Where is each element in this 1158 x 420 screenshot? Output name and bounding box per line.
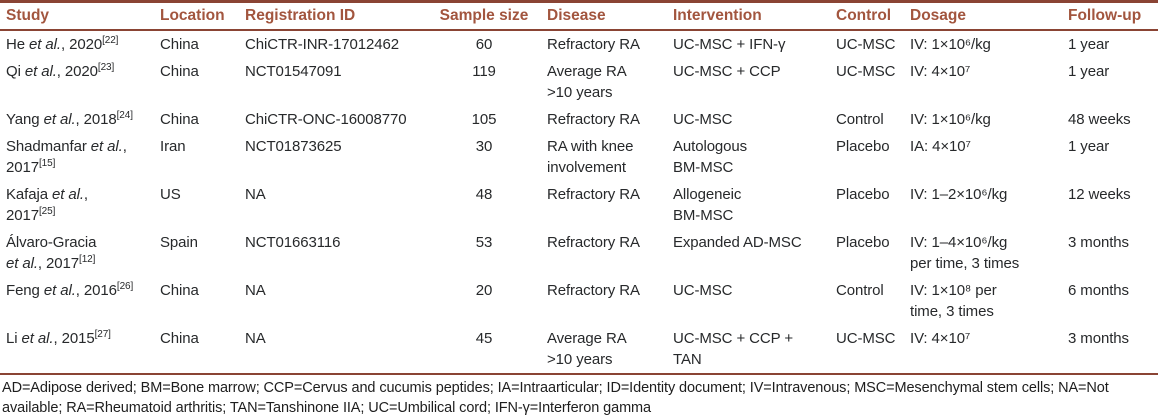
sample-size-cell: 48	[475, 186, 493, 203]
follow-up-cell: 6 months	[1068, 282, 1129, 299]
dosage-cell: IV: 4×10⁷	[910, 63, 971, 80]
intervention-cell: UC-MSC + CCP	[673, 63, 781, 80]
dosage-cell: IV: 1–4×10⁶/kg per time, 3 times	[910, 234, 1020, 272]
table-row: He et al., 2020[22] China ChiCTR-INR-170…	[0, 30, 1158, 58]
table-row: Kafaja et al., 2017[25] US NA 48 Refracto…	[0, 181, 1158, 229]
location-cell: China	[160, 282, 199, 299]
disease-cell: Refractory RA	[547, 111, 640, 128]
disease-cell: Refractory RA	[547, 234, 640, 251]
study-cell: Feng et al., 2016[26]	[6, 281, 134, 300]
disease-cell: Average RA >10 years	[547, 63, 627, 101]
control-cell: UC-MSC	[836, 330, 896, 347]
location-cell: China	[160, 36, 199, 53]
registration-id-cell: ChiCTR-INR-17012462	[245, 36, 399, 53]
intervention-cell: UC-MSC + IFN-γ	[673, 36, 786, 53]
study-cell: Kafaja et al., 2017[25]	[6, 186, 88, 224]
table-row: Shadmanfar et al., 2017[15] Iran NCT01873…	[0, 133, 1158, 181]
follow-up-cell: 1 year	[1068, 63, 1110, 80]
dosage-cell: IV: 4×10⁷	[910, 330, 971, 347]
intervention-cell: Allogeneic BM-MSC	[673, 186, 742, 224]
clinical-trials-table: Study Location Registration ID Sample si…	[0, 0, 1158, 375]
disease-cell: Refractory RA	[547, 282, 640, 299]
registration-id-cell: NCT01547091	[245, 63, 342, 80]
col-header-disease: Disease	[547, 1, 673, 31]
study-cell: Qi et al., 2020[23]	[6, 62, 115, 81]
control-cell: Placebo	[836, 234, 890, 251]
control-cell: UC-MSC	[836, 63, 896, 80]
table-row: Qi et al., 2020[23] China NCT01547091 11…	[0, 58, 1158, 106]
col-header-follow-up: Follow-up	[1068, 1, 1158, 31]
table-row: Feng et al., 2016[26] China NA 20 Refrac…	[0, 277, 1158, 325]
registration-id-cell: NA	[245, 186, 266, 203]
location-cell: China	[160, 330, 199, 347]
follow-up-cell: 48 weeks	[1068, 111, 1131, 128]
sample-size-cell: 60	[475, 36, 493, 53]
disease-cell: Refractory RA	[547, 36, 640, 53]
table-row: Li et al., 2015[27] China NA 45 Average …	[0, 325, 1158, 374]
follow-up-cell: 1 year	[1068, 36, 1110, 53]
control-cell: Control	[836, 111, 884, 128]
study-cell: Yang et al., 2018[24]	[6, 110, 133, 129]
intervention-cell: UC-MSC + CCP + TAN	[673, 330, 794, 368]
control-cell: UC-MSC	[836, 36, 896, 53]
follow-up-cell: 3 months	[1068, 330, 1129, 347]
registration-id-cell: NA	[245, 282, 266, 299]
col-header-control: Control	[836, 1, 910, 31]
sample-size-cell: 119	[472, 63, 496, 80]
dosage-cell: IV: 1–2×10⁶/kg	[910, 186, 1008, 203]
intervention-cell: Expanded AD-MSC	[673, 234, 802, 251]
sample-size-cell: 53	[475, 234, 493, 251]
control-cell: Control	[836, 282, 884, 299]
registration-id-cell: ChiCTR-ONC-16008770	[245, 111, 407, 128]
study-cell: Álvaro-Gracia et al., 2017[12]	[6, 234, 97, 272]
header-row: Study Location Registration ID Sample si…	[0, 1, 1158, 31]
disease-cell: Average RA >10 years	[547, 330, 627, 368]
location-cell: China	[160, 111, 199, 128]
col-header-registration-id: Registration ID	[245, 1, 435, 31]
registration-id-cell: NA	[245, 330, 266, 347]
study-cell: Li et al., 2015[27]	[6, 329, 111, 348]
intervention-cell: UC-MSC	[673, 111, 733, 128]
study-cell: Shadmanfar et al., 2017[15]	[6, 138, 127, 176]
dosage-cell: IV: 1×10⁶/kg	[910, 111, 991, 128]
disease-cell: RA with knee involvement	[547, 138, 634, 176]
dosage-cell: IA: 4×10⁷	[910, 138, 971, 155]
location-cell: US	[160, 186, 181, 203]
intervention-cell: Autologous BM-MSC	[673, 138, 748, 176]
table-row: Yang et al., 2018[24] China ChiCTR-ONC-1…	[0, 106, 1158, 133]
table-row: Álvaro-Gracia et al., 2017[12] Spain NCT0…	[0, 229, 1158, 277]
disease-cell: Refractory RA	[547, 186, 640, 203]
registration-id-cell: NCT01663116	[245, 234, 341, 251]
sample-size-cell: 20	[475, 282, 493, 299]
table-footnote: AD=Adipose derived; BM=Bone marrow; CCP=…	[2, 380, 1109, 416]
sample-size-cell: 30	[475, 138, 493, 155]
col-header-study: Study	[0, 1, 160, 31]
study-cell: He et al., 2020[22]	[6, 35, 119, 54]
dosage-cell: IV: 1×10⁸ per time, 3 times	[910, 282, 997, 320]
col-header-location: Location	[160, 1, 245, 31]
location-cell: China	[160, 63, 199, 80]
sample-size-cell: 105	[471, 111, 497, 128]
follow-up-cell: 12 weeks	[1068, 186, 1131, 203]
registration-id-cell: NCT01873625	[245, 138, 342, 155]
dosage-cell: IV: 1×10⁶/kg	[910, 36, 991, 53]
follow-up-cell: 1 year	[1068, 138, 1110, 155]
col-header-intervention: Intervention	[673, 1, 836, 31]
follow-up-cell: 3 months	[1068, 234, 1129, 251]
location-cell: Iran	[160, 138, 186, 155]
location-cell: Spain	[160, 234, 198, 251]
intervention-cell: UC-MSC	[673, 282, 733, 299]
sample-size-cell: 45	[475, 330, 493, 347]
control-cell: Placebo	[836, 186, 890, 203]
col-header-sample-size: Sample size	[435, 1, 547, 31]
col-header-dosage: Dosage	[910, 1, 1068, 31]
control-cell: Placebo	[836, 138, 890, 155]
